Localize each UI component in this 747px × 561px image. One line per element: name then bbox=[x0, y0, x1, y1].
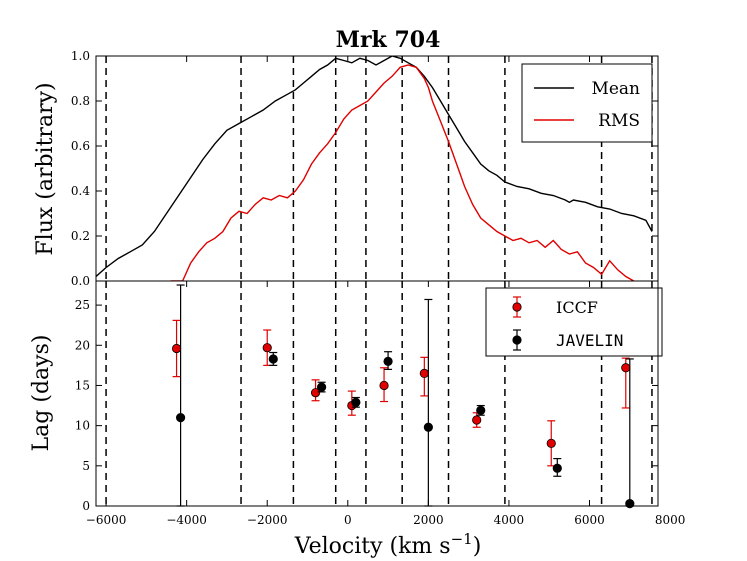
legend-label-iccf: ICCF bbox=[556, 298, 598, 317]
lag-series bbox=[171, 284, 635, 509]
top-y-ticks: 0.0 0.2 0.4 0.6 0.8 1.0 bbox=[71, 49, 658, 288]
bottom-y-tick-label: 10 bbox=[75, 419, 90, 433]
bottom-y-tick-label: 5 bbox=[82, 459, 90, 473]
chart-title: Mrk 704 bbox=[336, 27, 441, 53]
javelin-point bbox=[317, 382, 327, 392]
x-axis-label: Velocity (km s−1) bbox=[294, 530, 482, 559]
javelin-point bbox=[268, 354, 278, 364]
bottom-y-ticks: 0 5 10 15 20 25 bbox=[75, 298, 658, 513]
x-axis-label-exponent: −1 bbox=[451, 530, 473, 548]
x-tick-label: −4000 bbox=[166, 513, 207, 527]
x-tick-label: 8000 bbox=[655, 513, 686, 527]
iccf-point bbox=[310, 388, 321, 398]
x-tick-label: 6000 bbox=[574, 513, 605, 527]
javelin-point bbox=[351, 397, 361, 407]
javelin-point bbox=[552, 463, 562, 473]
mean-line bbox=[96, 56, 653, 278]
flux-series bbox=[96, 56, 653, 281]
iccf-point bbox=[546, 438, 556, 448]
top-y-tick-label: 0.6 bbox=[71, 139, 90, 153]
rms-line bbox=[170, 64, 635, 281]
iccf-point bbox=[621, 363, 631, 373]
top-legend: Mean RMS bbox=[521, 63, 653, 143]
x-tick-label: 0 bbox=[344, 513, 352, 527]
javelin-point bbox=[476, 405, 486, 415]
bottom-y-tick-label: 0 bbox=[82, 499, 90, 513]
iccf-point bbox=[472, 415, 482, 425]
x-ticks: −6000 −4000 −2000 0 2000 4000 6000 8000 bbox=[86, 56, 686, 527]
legend-label-mean: Mean bbox=[591, 79, 640, 99]
bottom-panel: Lag (days) 0 5 10 15 20 25 −6000 −4000 −2000 0 20… bbox=[29, 56, 685, 559]
top-y-tick-label: 0.4 bbox=[71, 184, 90, 198]
iccf-point bbox=[171, 343, 182, 354]
top-y-tick-label: 0.8 bbox=[71, 94, 90, 108]
x-tick-label: 2000 bbox=[413, 513, 444, 527]
top-y-tick-label: 0.2 bbox=[71, 229, 90, 243]
bottom-y-tick-label: 25 bbox=[75, 298, 90, 312]
javelin-point bbox=[423, 422, 433, 432]
legend-label-rms: RMS bbox=[598, 111, 640, 131]
x-axis-label-close: ) bbox=[473, 534, 482, 559]
top-y-axis-label: Flux (arbitrary) bbox=[33, 82, 58, 255]
bottom-plot-frame bbox=[95, 280, 659, 507]
top-panel: Mrk 704 Flux (arbitrary) 0.0 0.2 0.4 0.6 0.8… bbox=[33, 27, 659, 288]
iccf-point bbox=[379, 380, 389, 391]
bottom-y-tick-label: 20 bbox=[75, 338, 90, 352]
bottom-legend: ICCF JAVELIN bbox=[485, 287, 663, 357]
x-tick-label: 4000 bbox=[494, 513, 525, 527]
iccf-point bbox=[419, 368, 429, 379]
x-axis-label-main: Velocity (km s bbox=[294, 534, 451, 559]
bottom-legend-frame bbox=[485, 287, 663, 357]
javelin-point bbox=[176, 413, 186, 423]
top-y-tick-label: 0.0 bbox=[71, 274, 90, 288]
legend-label-javelin: JAVELIN bbox=[556, 331, 623, 350]
bottom-y-axis-label: Lag (days) bbox=[29, 335, 54, 452]
x-tick-label: −6000 bbox=[86, 513, 127, 527]
legend-marker-javelin bbox=[512, 335, 522, 345]
javelin-point bbox=[383, 356, 393, 366]
javelin-point bbox=[625, 498, 635, 509]
iccf-point bbox=[262, 343, 272, 353]
top-y-tick-label: 1.0 bbox=[71, 49, 90, 63]
x-tick-label: −2000 bbox=[247, 513, 288, 527]
top-legend-frame bbox=[521, 63, 653, 143]
legend-marker-iccf bbox=[512, 302, 522, 312]
bottom-y-tick-label: 15 bbox=[75, 378, 90, 392]
